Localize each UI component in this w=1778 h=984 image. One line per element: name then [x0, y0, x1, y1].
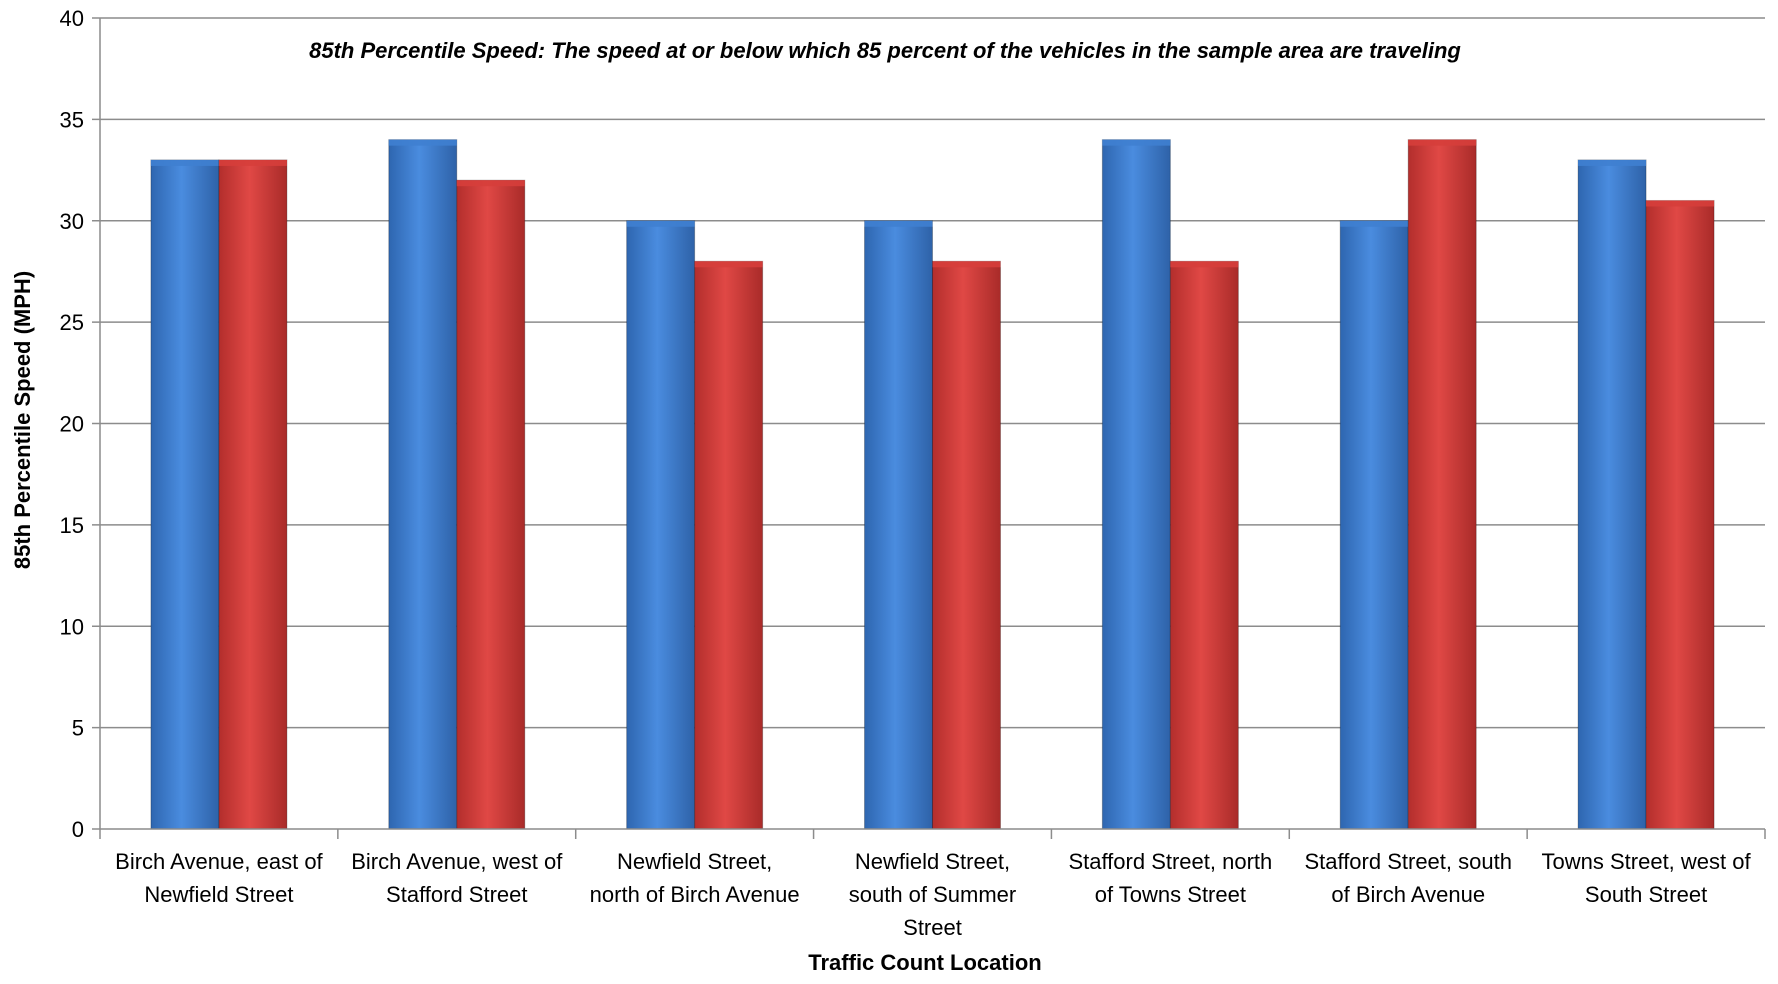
chart-annotation: 85th Percentile Speed: The speed at or b…: [309, 38, 1461, 63]
x-category-label: Newfield Street, south of Summer Street: [849, 849, 1017, 940]
bar-cap: [694, 261, 763, 268]
bar-cap: [1340, 220, 1409, 227]
bar-series-2: [1645, 199, 1715, 830]
bar-series-2: [1169, 260, 1239, 830]
labels: 0 5 10 15 20 25 30 35 40 Birch Avenue, east of New…: [60, 6, 1752, 940]
y-tick-label: 10: [60, 614, 84, 639]
y-axis-title: 85th Percentile Speed (MPH): [10, 271, 35, 569]
x-category-label: Birch Avenue, east of Newfield Street: [115, 849, 323, 907]
bar-cap: [1646, 200, 1715, 207]
bar-cap: [1578, 159, 1647, 166]
bar-series-1: [864, 220, 933, 830]
bar-series-1: [1101, 139, 1171, 830]
bar-series-1: [626, 220, 696, 830]
x-category-label: Stafford Street, south of Birch Avenue: [1304, 849, 1512, 907]
bar-series-1: [1577, 159, 1647, 830]
bar-cap: [626, 220, 695, 227]
bars: [150, 139, 1715, 830]
y-tick-label: 15: [60, 513, 84, 538]
x-category-label: Towns Street, west of South Street: [1542, 849, 1752, 907]
y-tick-label: 25: [60, 310, 84, 335]
bar-series-2: [1407, 139, 1477, 830]
y-tick-label: 35: [60, 107, 84, 132]
y-tick-label: 5: [72, 716, 84, 741]
bar-cap: [388, 139, 457, 146]
bar-cap: [1102, 139, 1171, 146]
bar-series-1: [150, 159, 220, 830]
bar-series-1: [1339, 220, 1409, 830]
x-category-label: Stafford Street, north of Towns Street: [1068, 849, 1272, 907]
bar-cap: [1408, 139, 1477, 146]
x-category-label: Newfield Street, north of Birch Avenue: [590, 849, 800, 907]
bar-series-2: [218, 159, 288, 830]
axes: [92, 17, 1766, 839]
bar-cap: [150, 159, 219, 166]
bar-cap: [1170, 261, 1239, 268]
bar-series-2: [694, 260, 764, 830]
bar-cap: [456, 180, 525, 187]
x-category-label: Birch Avenue, west of Stafford Street: [351, 849, 563, 907]
y-tick-label: 40: [60, 6, 84, 31]
y-tick-label: 20: [60, 412, 84, 437]
x-axis-title: Traffic Count Location: [808, 950, 1041, 975]
bar-series-2: [456, 179, 526, 830]
y-tick-label: 30: [60, 209, 84, 234]
bar-cap: [932, 261, 1001, 268]
bar-cap: [218, 159, 287, 166]
bar-series-2: [932, 260, 1001, 830]
bar-cap: [864, 220, 933, 227]
bar-series-1: [388, 139, 458, 830]
y-tick-label: 0: [72, 817, 84, 842]
